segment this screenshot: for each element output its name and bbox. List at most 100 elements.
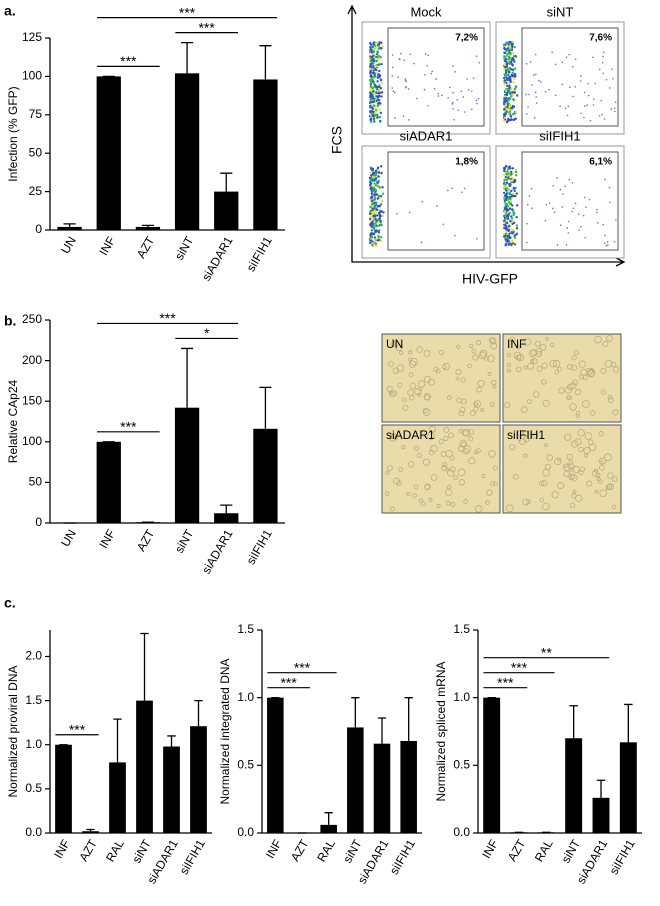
cell xyxy=(567,395,573,401)
flow-dot xyxy=(424,74,426,76)
flow-gate xyxy=(521,27,619,127)
flow-dot xyxy=(510,208,514,211)
flow-dot xyxy=(596,208,598,211)
flow-dot xyxy=(377,175,380,178)
flow-dot xyxy=(572,95,574,98)
flow-dot xyxy=(381,214,385,217)
cell xyxy=(389,434,394,440)
flow-percent: 7,2% xyxy=(455,33,478,44)
flow-dot xyxy=(470,108,473,111)
flow-dot xyxy=(608,186,611,189)
flow-dot xyxy=(511,167,515,170)
x-tick-label: AZT xyxy=(505,837,529,864)
cell xyxy=(385,470,390,475)
flow-dot xyxy=(475,55,478,57)
flow-dot xyxy=(510,43,514,46)
error-bar xyxy=(194,699,203,727)
flow-dot xyxy=(371,87,374,90)
flow-dot xyxy=(374,114,377,117)
flow-dot xyxy=(463,111,466,113)
flow-dot xyxy=(504,89,508,93)
axis-arrows xyxy=(347,4,626,267)
flow-dot xyxy=(380,41,383,44)
flow-dot xyxy=(601,61,604,64)
cell xyxy=(468,436,474,442)
cell xyxy=(474,505,483,513)
flow-dot xyxy=(556,176,558,179)
significance-label: *** xyxy=(120,53,137,69)
cell xyxy=(459,406,466,413)
cell xyxy=(571,355,577,361)
flow-dot xyxy=(379,165,383,168)
flow-dot xyxy=(554,63,557,66)
flow-dot xyxy=(508,56,511,59)
cell-texture xyxy=(384,425,499,513)
cell xyxy=(396,480,402,486)
flow-dot xyxy=(503,104,507,108)
significance-label: * xyxy=(204,325,210,341)
bar xyxy=(214,513,239,523)
flow-dot xyxy=(514,194,517,198)
cell xyxy=(604,453,612,462)
flow-dot xyxy=(531,207,533,209)
flow-dot xyxy=(510,215,513,218)
cell xyxy=(463,429,471,437)
flow-dot xyxy=(371,210,374,214)
flow-dot xyxy=(505,202,508,206)
x-tick-label: siIFIH1 xyxy=(387,837,418,877)
cell xyxy=(557,457,562,462)
flow-dot xyxy=(421,200,424,203)
flow-dot xyxy=(470,90,473,92)
flow-dot xyxy=(372,232,375,235)
flow-dot xyxy=(504,213,508,216)
flow-plot-frame xyxy=(361,145,491,259)
cell xyxy=(582,374,588,381)
cell xyxy=(388,360,394,367)
flow-x-label: HIV-GFP xyxy=(462,271,518,287)
cell xyxy=(568,459,574,465)
flow-dot xyxy=(375,41,379,44)
flow-dot xyxy=(373,196,377,200)
cell xyxy=(612,409,619,416)
flow-dot xyxy=(513,45,516,49)
y-tick-label: 0.0 xyxy=(25,825,42,839)
flow-dot xyxy=(584,236,586,239)
cell xyxy=(539,344,547,351)
flow-dot xyxy=(376,239,379,242)
flow-percent: 1,8% xyxy=(455,157,478,168)
y-tick-label: 1.5 xyxy=(453,622,470,636)
flow-dot xyxy=(448,86,451,89)
flow-dot xyxy=(369,55,372,58)
flow-dot xyxy=(371,167,374,171)
flow-dot xyxy=(391,75,394,77)
flow-dot xyxy=(510,73,514,77)
flow-dot xyxy=(376,208,379,212)
flow-dot xyxy=(370,120,373,124)
flow-dot xyxy=(503,197,506,201)
flow-dot xyxy=(538,79,540,82)
cell xyxy=(408,350,413,355)
bar xyxy=(174,407,200,523)
flow-dot xyxy=(512,105,516,108)
flow-dot xyxy=(369,215,373,219)
cell xyxy=(531,432,539,440)
bar xyxy=(320,824,337,833)
cell xyxy=(395,344,403,352)
bar xyxy=(253,79,278,230)
bar xyxy=(267,697,284,833)
cell xyxy=(442,462,448,468)
y-tick-label: 2.0 xyxy=(25,649,42,663)
flow-dot xyxy=(372,82,376,85)
flow-dot xyxy=(382,211,385,214)
flow-dot xyxy=(372,50,375,54)
flow-dot xyxy=(614,101,617,104)
flow-dot xyxy=(405,80,408,83)
cell xyxy=(428,449,435,456)
flow-dot xyxy=(372,190,375,193)
cell xyxy=(557,366,562,372)
flow-dot xyxy=(376,104,379,108)
cell xyxy=(598,465,605,471)
cell xyxy=(438,349,445,356)
flow-dot xyxy=(510,243,513,247)
cell xyxy=(387,465,393,471)
